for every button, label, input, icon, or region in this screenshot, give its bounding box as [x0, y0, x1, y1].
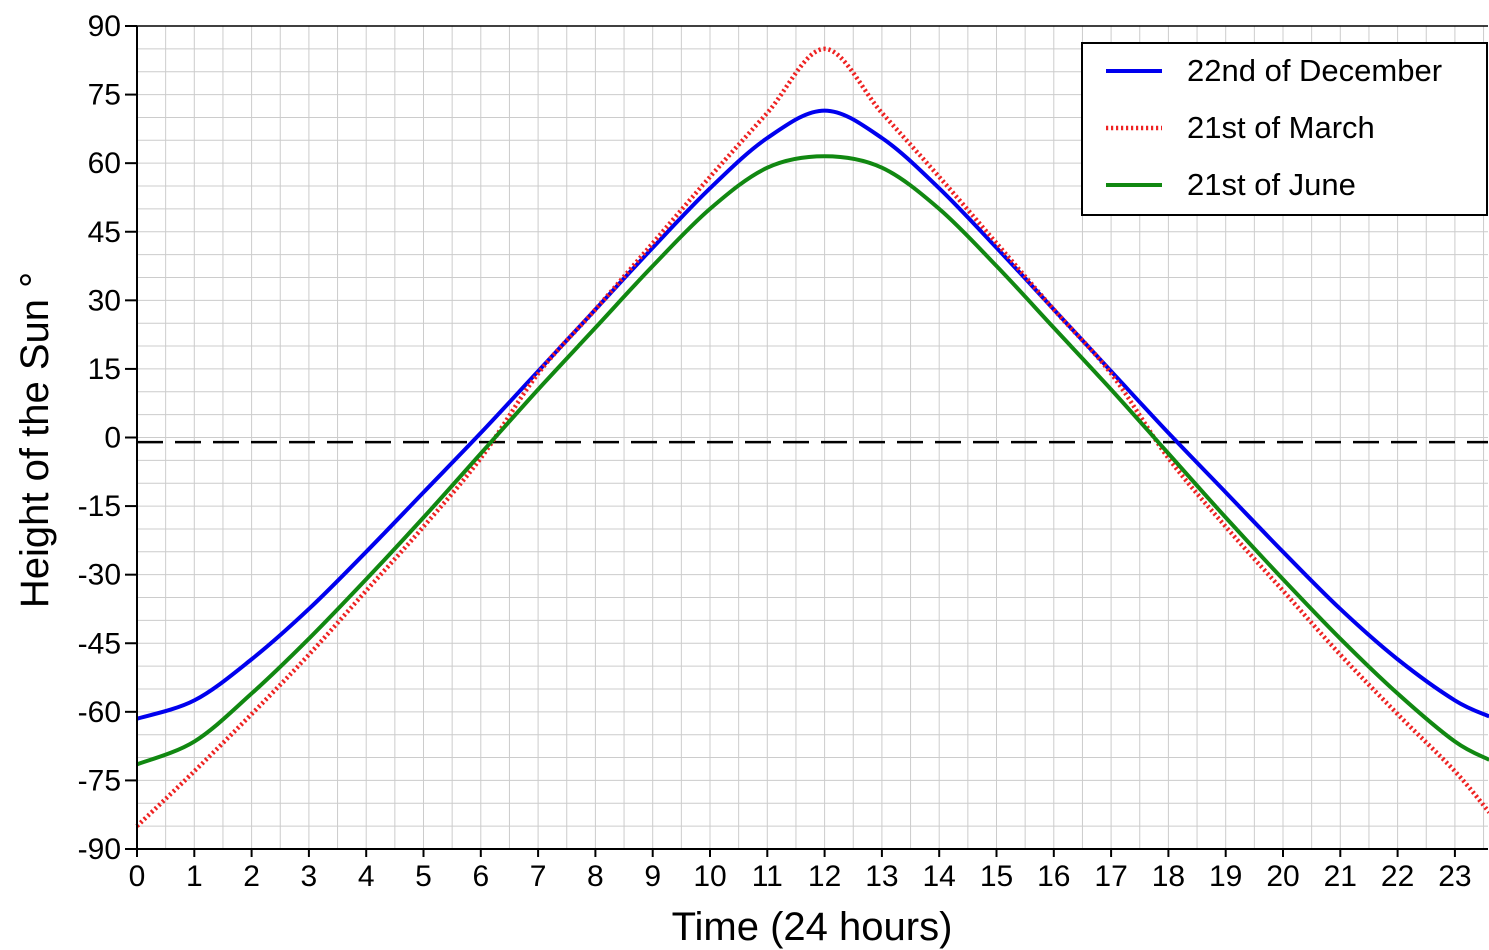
x-tick-label: 0: [129, 860, 146, 893]
y-tick-label: -75: [78, 764, 121, 797]
x-tick-label: 13: [865, 860, 898, 893]
legend-label-june: 21st of June: [1187, 167, 1356, 202]
axes: [125, 25, 1488, 857]
series-layer: [135, 46, 1489, 828]
x-tick-label: 14: [923, 860, 956, 893]
x-tick-label: 8: [587, 860, 604, 893]
series-line-june: [136, 154, 1489, 767]
x-tick-label: 1: [186, 860, 203, 893]
legend-label-december: 22nd of December: [1187, 53, 1442, 88]
y-tick-label: 45: [88, 216, 121, 249]
x-tick-label: 22: [1381, 860, 1414, 893]
x-tick-labels: 0 1 2 3 4 5 6 7 8 9 10 11 12 13 14 15 16 17 18 19 20 21 22 23: [129, 860, 1472, 893]
y-tick-label: -15: [78, 490, 121, 523]
grid: [136, 25, 1488, 850]
y-tick-label: -45: [78, 627, 121, 660]
x-tick-label: 10: [693, 860, 726, 893]
x-tick-label: 9: [644, 860, 661, 893]
x-tick-label: 23: [1438, 860, 1471, 893]
y-tick-label: 30: [88, 284, 121, 317]
series-line-march: [135, 46, 1489, 828]
x-tick-label: 11: [752, 860, 783, 893]
x-tick-label: 19: [1209, 860, 1242, 893]
y-tick-label: 0: [104, 422, 121, 455]
y-tick-label: 90: [88, 10, 121, 43]
x-tick-label: 17: [1094, 860, 1127, 893]
y-tick-label: -30: [78, 559, 121, 592]
x-tick-label: 16: [1037, 860, 1070, 893]
x-tick-label: 21: [1324, 860, 1357, 893]
legend: 22nd of December 21st of March 21st of J…: [1081, 42, 1488, 216]
x-tick-label: 6: [472, 860, 489, 893]
x-tick-label: 4: [358, 860, 375, 893]
y-tick-label: 75: [88, 79, 121, 112]
y-tick-label: -60: [78, 696, 121, 729]
y-axis-title: Height of the Sun °: [13, 272, 57, 608]
x-tick-label: 12: [808, 860, 841, 893]
x-tick-label: 5: [415, 860, 432, 893]
x-tick-label: 2: [243, 860, 260, 893]
x-tick-label: 15: [980, 860, 1013, 893]
y-tick-label: 15: [88, 353, 121, 386]
x-axis-title: Time (24 hours): [672, 905, 953, 949]
y-tick-label: 60: [88, 147, 121, 180]
y-tick-labels: 90 75 60 45 30 15 0 -15 -30 -45 -60 -75 -90: [78, 10, 121, 866]
x-tick-label: 18: [1152, 860, 1185, 893]
y-tick-label: -90: [78, 833, 121, 866]
x-tick-label: 3: [301, 860, 318, 893]
series-line-december: [136, 108, 1489, 721]
legend-label-march: 21st of March: [1187, 110, 1375, 145]
x-tick-label: 7: [530, 860, 547, 893]
x-tick-label: 20: [1266, 860, 1299, 893]
